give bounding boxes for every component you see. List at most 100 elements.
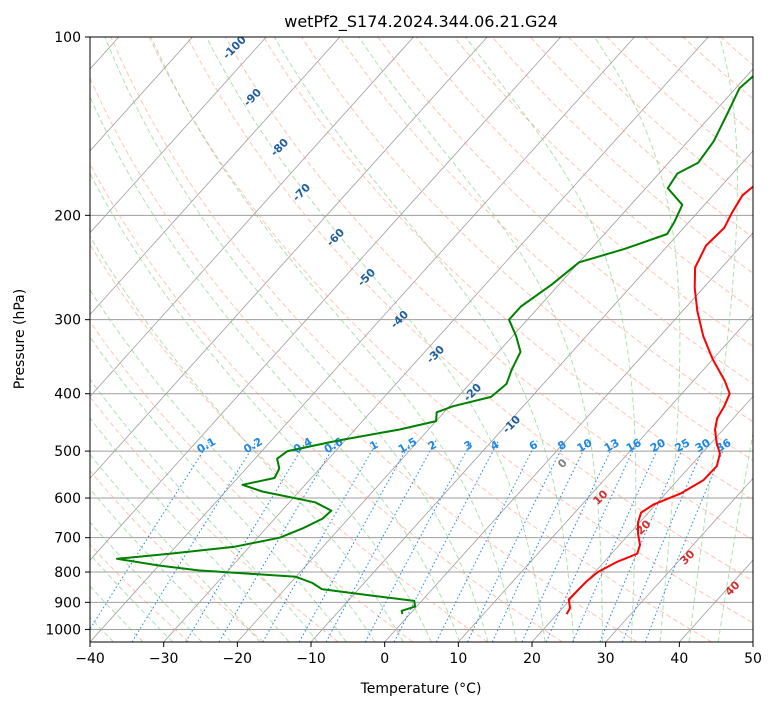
moist-adiabat (273, 37, 575, 642)
y-tick-label: 600 (54, 491, 81, 507)
x-tick-label: −30 (149, 651, 179, 667)
mixing-ratio-line (621, 440, 708, 642)
dry-adiabat-label: -30 (424, 343, 447, 366)
dry-adiabat (377, 37, 753, 385)
mixing-ratio-label: 25 (673, 436, 693, 455)
isotherm (90, 37, 635, 642)
dry-adiabat (90, 243, 488, 642)
mixing-ratio-line (467, 440, 567, 642)
moist-adiabat (688, 37, 738, 642)
moist-adiabat (358, 37, 603, 642)
mixing-ratio-line (545, 440, 638, 642)
mixing-ratio-label: 20 (648, 436, 668, 455)
mixing-ratio-label: 1.5 (396, 435, 419, 456)
x-tick-label: 40 (670, 651, 688, 667)
mixing-ratio-line (262, 440, 379, 642)
x-tick-label: 0 (380, 651, 389, 667)
moist-adiabat-label: 10 (591, 487, 611, 507)
isotherm (163, 37, 709, 642)
dry-adiabat (644, 37, 753, 134)
moist-adiabat (90, 172, 432, 642)
plot-area: 0.1 0.2 0.4 0.6 1 1.5 2 3 4 6 8 10 13 16 20 25 30 36-100-… (90, 37, 753, 642)
moist-adiabat (90, 553, 173, 642)
y-tick-label: 900 (54, 595, 81, 611)
mixing-ratio-line (599, 440, 687, 642)
x-tick-label: −20 (223, 651, 253, 667)
moist-adiabat-label: 0 (555, 456, 570, 471)
moist-adiabat (104, 37, 489, 642)
mixing-ratio-line (491, 440, 589, 642)
dry-adiabat (263, 37, 753, 501)
dry-adiabat (90, 320, 414, 642)
mixing-ratio-line (325, 440, 437, 642)
moist-adiabat-label: 20 (634, 517, 654, 537)
background-lines (90, 37, 753, 642)
dry-adiabat (301, 37, 753, 462)
y-tick-label: 500 (54, 444, 81, 460)
y-tick-label: 700 (54, 531, 81, 547)
x-tick-label: 30 (597, 651, 615, 667)
moist-adiabat (90, 235, 404, 642)
x-tick-label: 10 (449, 651, 467, 667)
mixing-ratio-line (435, 440, 538, 642)
moist-adiabat (717, 430, 753, 642)
temperature-line (565, 185, 753, 615)
isotherm (458, 313, 753, 642)
moist-adiabat (90, 336, 347, 642)
isotherm (90, 37, 341, 316)
mixing-ratio-line (131, 440, 258, 642)
isotherm (90, 37, 414, 398)
dry-adiabat (491, 37, 753, 274)
isotherm (605, 477, 753, 642)
mixing-ratio-label: 0.6 (322, 435, 346, 456)
dry-adiabat (90, 395, 339, 642)
dry-adiabat (186, 37, 753, 582)
moist-adiabat (90, 585, 144, 642)
dry-adiabat (682, 37, 753, 100)
background-labels: 0.1 0.2 0.4 0.6 1 1.5 2 3 4 6 8 10 13 16 20 25 30 36-100-… (195, 37, 743, 599)
isotherm (90, 37, 488, 479)
mixing-ratio-line (572, 440, 663, 642)
dry-adiabat-label: -10 (500, 413, 523, 436)
moist-adiabat (90, 488, 232, 642)
dry-adiabat (90, 543, 190, 642)
profile-lines (116, 75, 753, 615)
moist-adiabat-label: 40 (723, 578, 743, 598)
dry-adiabat (90, 162, 563, 642)
dry-adiabat-label: -60 (324, 226, 347, 249)
isotherm (90, 37, 193, 152)
isotherm (237, 68, 753, 642)
dewpoint-line (116, 75, 753, 615)
mixing-ratio-line (218, 440, 338, 642)
moist-adiabat (90, 453, 261, 642)
mixing-ratio-label: 0.2 (241, 435, 264, 456)
isotherm (90, 37, 562, 561)
dry-adiabat (90, 76, 638, 642)
x-tick-label: 20 (523, 651, 541, 667)
mixing-ratio-line (364, 440, 473, 642)
dry-adiabat (224, 37, 753, 541)
moist-adiabat (90, 95, 461, 642)
moist-adiabat (150, 37, 517, 642)
mixing-ratio-line (393, 440, 500, 642)
moist-adiabat (90, 378, 319, 642)
mixing-ratio-label: 0.1 (195, 435, 218, 456)
plot-frame (89, 36, 754, 643)
isotherm (752, 641, 753, 642)
moist-adiabat (205, 37, 546, 642)
isotherm (384, 232, 753, 642)
dry-adiabat (148, 37, 753, 624)
x-axis-label: Temperature (°C) (360, 681, 482, 697)
chart-title: wetPf2_S174.2024.344.06.21.G24 (284, 12, 558, 32)
dry-adiabat-label: -80 (268, 136, 291, 159)
y-tick-label: 400 (54, 387, 81, 403)
dry-adiabat (530, 37, 753, 239)
dry-adiabat (568, 37, 753, 203)
dry-adiabat (90, 470, 264, 642)
dry-adiabat (453, 37, 753, 311)
isotherm (531, 395, 753, 642)
moist-adiabat (465, 37, 637, 642)
mixing-ratio-label: 10 (575, 436, 595, 455)
x-tick-label: 50 (744, 651, 762, 667)
